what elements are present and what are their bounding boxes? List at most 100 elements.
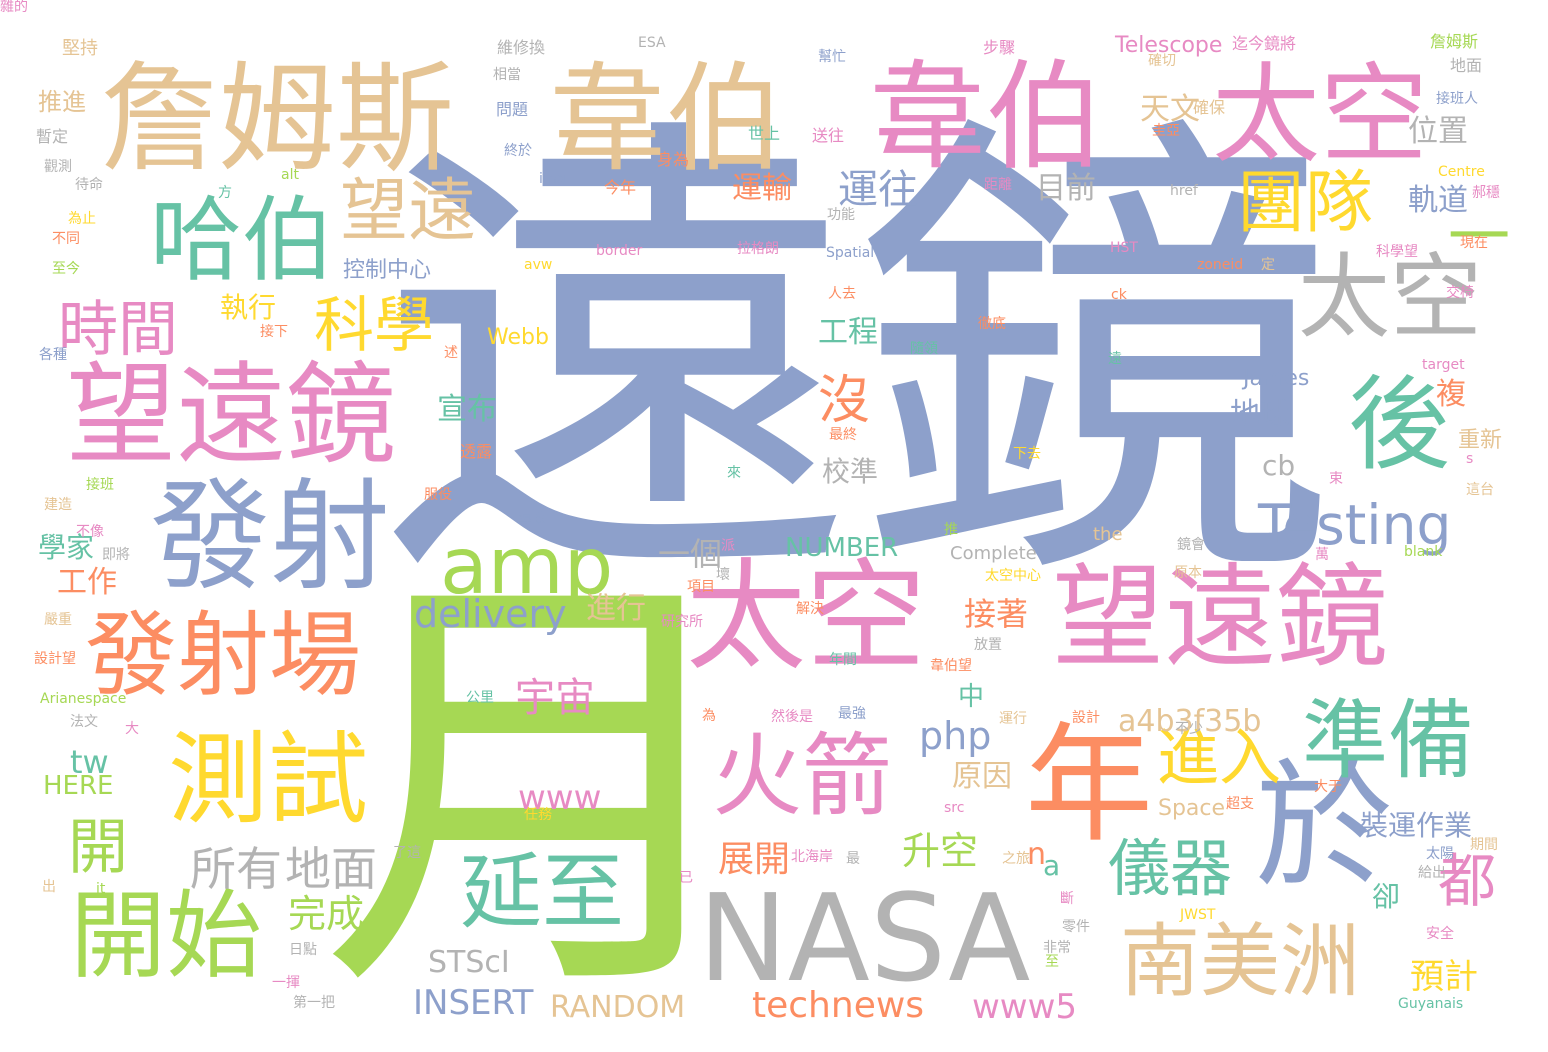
cloud-word: 世上 xyxy=(748,124,781,143)
cloud-word: 身為 xyxy=(657,150,690,169)
cloud-word: 人去 xyxy=(828,286,856,302)
cloud-word: 接班 xyxy=(86,477,114,493)
cloud-word: 原因 xyxy=(952,759,1012,794)
cloud-word: 萬 xyxy=(1315,547,1329,563)
cloud-word: s xyxy=(1466,451,1474,467)
cloud-word: 詹姆斯 xyxy=(1430,32,1479,51)
cloud-word: 都 xyxy=(1438,847,1497,915)
cloud-word: 執行 xyxy=(220,291,277,324)
cloud-word: 望遠 xyxy=(340,172,477,251)
cloud-word: 觀測 xyxy=(44,159,72,175)
cloud-word: blank xyxy=(1404,544,1443,560)
cloud-word: php xyxy=(919,714,992,758)
cloud-word: 交椅 xyxy=(1446,285,1474,301)
cloud-word: 一揮 xyxy=(272,975,300,991)
cloud-word: 下去 xyxy=(1013,446,1041,462)
cloud-word: 科學 xyxy=(314,291,434,361)
cloud-word: 為 xyxy=(702,708,716,724)
cloud-word: 來 xyxy=(727,465,741,481)
cloud-word: 確切 xyxy=(1148,53,1176,69)
cloud-word: 今年 xyxy=(604,178,637,197)
cloud-word: 出 xyxy=(42,879,56,895)
cloud-word: 迄今鏡將 xyxy=(1232,34,1297,53)
cloud-word: 設計 xyxy=(1072,710,1100,726)
cloud-word: 火箭 xyxy=(712,724,892,829)
cloud-word: 年間 xyxy=(829,652,857,668)
cloud-word: 接著 xyxy=(964,595,1029,633)
cloud-word: 距離 xyxy=(984,177,1012,193)
cloud-word: 後 xyxy=(1348,366,1450,485)
cloud-word: 位置 xyxy=(1408,114,1468,149)
cloud-word: 定 xyxy=(1261,257,1275,273)
cloud-word: the xyxy=(1093,524,1123,545)
cloud-word: Testing xyxy=(1258,493,1452,557)
cloud-word: STScI xyxy=(428,945,510,980)
cloud-word: 進入 xyxy=(1157,721,1282,794)
cloud-word: 時間 xyxy=(58,295,178,365)
cloud-word: 暫定 xyxy=(36,127,69,146)
cloud-word: 最 xyxy=(846,851,860,867)
cloud-word: 至 xyxy=(1045,954,1059,970)
cloud-word: INSERT xyxy=(413,983,534,1023)
cloud-word: 雜的 xyxy=(0,0,28,15)
cloud-word: 完成 xyxy=(288,892,365,936)
cloud-word: 接下 xyxy=(260,324,288,340)
cloud-word: 北海岸 xyxy=(791,849,833,865)
cloud-word: 進行 xyxy=(586,591,646,626)
cloud-word: 了這 xyxy=(393,845,421,861)
cloud-word: 測試 xyxy=(168,721,368,838)
cloud-word: Guyanais xyxy=(1398,996,1464,1012)
cloud-word: 最終 xyxy=(829,427,857,443)
cloud-word: RANDOM xyxy=(550,990,686,1025)
cloud-word: 建造 xyxy=(44,497,72,513)
cloud-word: JWST xyxy=(1180,907,1216,923)
cloud-word: 宣布 xyxy=(437,392,497,427)
cloud-word: 步驟 xyxy=(983,38,1016,57)
cloud-word: 卻 xyxy=(1372,880,1401,913)
cloud-word: 最強 xyxy=(838,706,866,722)
cloud-word: 太陽 xyxy=(1426,846,1454,862)
cloud-word: a4b3f35b xyxy=(1118,704,1262,739)
cloud-word: avw xyxy=(524,257,553,273)
cloud-word: alt xyxy=(281,167,299,183)
cloud-word: 地面 xyxy=(1450,56,1483,75)
cloud-word: www5 xyxy=(972,987,1078,1027)
cloud-word: 展開 xyxy=(718,839,791,880)
cloud-word: 維修換 xyxy=(497,38,546,57)
cloud-word: target xyxy=(1422,357,1465,373)
cloud-word: 哈伯 xyxy=(150,187,335,294)
cloud-word: 問題 xyxy=(496,100,529,119)
cloud-word: 各種 xyxy=(39,347,67,363)
cloud-word: 導致 xyxy=(518,511,546,527)
cloud-word: 相當 xyxy=(493,67,521,83)
cloud-word: 研究所 xyxy=(661,614,703,630)
cloud-word: 斷 xyxy=(1060,891,1074,907)
cloud-word: 不像 xyxy=(76,524,104,540)
cloud-word: 南美洲 xyxy=(1120,915,1360,1008)
cloud-word: 送往 xyxy=(812,126,845,145)
cloud-word: 運行 xyxy=(999,711,1027,727)
cloud-word: 現在 xyxy=(1460,235,1488,251)
cloud-word: technews xyxy=(752,985,925,1026)
cloud-word: 開始 xyxy=(70,880,262,992)
cloud-word: Centre xyxy=(1438,164,1485,180)
cloud-word: delivery xyxy=(414,592,567,636)
cloud-word: 鏡會 xyxy=(1177,537,1205,553)
cloud-word: 運往 xyxy=(838,167,918,213)
cloud-word: 宇宙 xyxy=(515,675,595,721)
cloud-word: 第一把 xyxy=(293,995,335,1011)
cloud-word: 即將 xyxy=(102,547,130,563)
cloud-word: 大于 xyxy=(1314,779,1342,795)
cloud-word: 確保 xyxy=(1193,98,1226,117)
cloud-word: 望遠鏡 xyxy=(1052,553,1388,683)
cloud-word: 圭亞 xyxy=(1152,123,1180,139)
cloud-word: HST xyxy=(1110,240,1138,256)
cloud-word: 隨領 xyxy=(910,341,938,357)
cloud-word: 太空 xyxy=(1298,244,1483,351)
cloud-word: 透露 xyxy=(460,442,493,461)
cloud-word: 法文 xyxy=(70,714,98,730)
cloud-word: Complete xyxy=(950,543,1037,564)
cloud-word: 安全 xyxy=(1426,926,1454,942)
cloud-word: James xyxy=(1243,366,1310,391)
